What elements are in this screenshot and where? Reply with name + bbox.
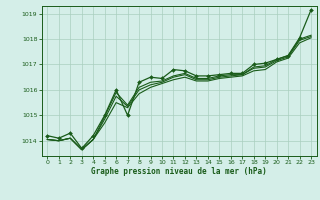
X-axis label: Graphe pression niveau de la mer (hPa): Graphe pression niveau de la mer (hPa) <box>91 167 267 176</box>
